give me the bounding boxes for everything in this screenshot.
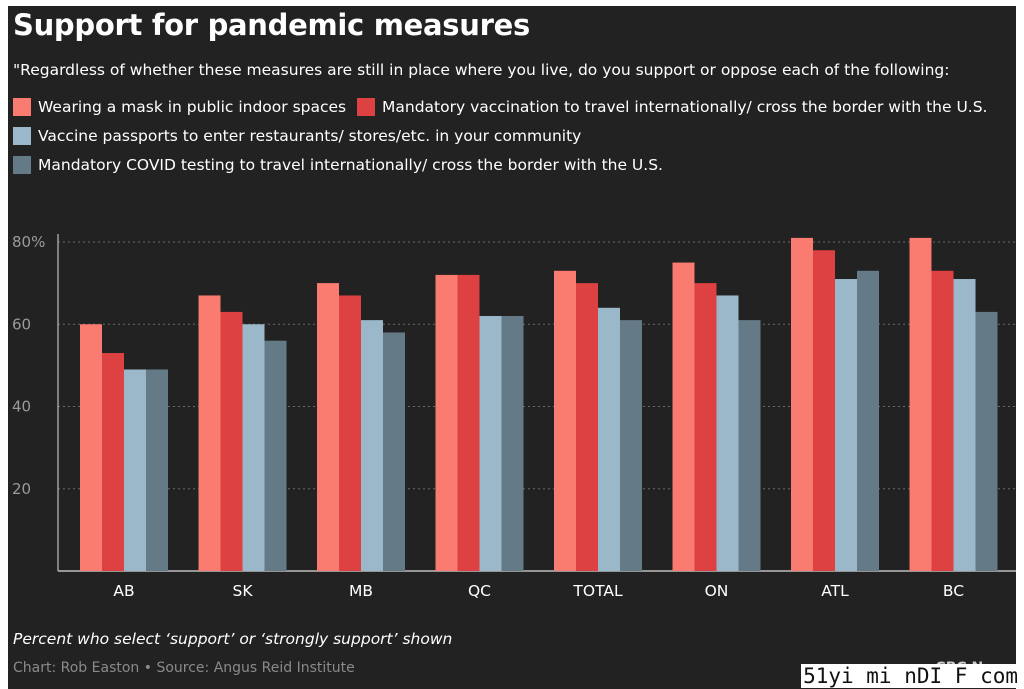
bar-sk-series-1 xyxy=(198,295,221,571)
bar-total-series-3 xyxy=(598,307,620,571)
x-tick-label-bc: BC xyxy=(943,582,964,600)
y-tick-label-20: 20 xyxy=(12,480,31,498)
bar-total-series-1 xyxy=(554,270,576,571)
bar-on-series-2 xyxy=(694,283,717,571)
bar-chart: 20 40 60 80% AB SK MB QC TOTAL ON ATL BC xyxy=(12,233,1016,600)
bar-ab-series-2 xyxy=(102,353,124,571)
y-tick-label-80: 80% xyxy=(12,233,45,251)
bar-ab-series-4 xyxy=(146,369,168,571)
bar-sk-series-4 xyxy=(264,340,287,571)
legend-item-vaccine-passports: Vaccine passports to enter restaurants/ … xyxy=(13,127,581,145)
legend-item-covid-testing: Mandatory COVID testing to travel intern… xyxy=(13,156,663,174)
bar-mb-series-2 xyxy=(339,295,361,571)
bar-total-series-4 xyxy=(620,320,642,571)
bar-total-series-2 xyxy=(576,283,598,571)
x-tick-label-on: ON xyxy=(705,582,729,600)
legend-swatch-covid-testing xyxy=(13,156,31,174)
bar-ab-series-1 xyxy=(80,324,102,571)
legend-label-vaccine-passports: Vaccine passports to enter restaurants/ … xyxy=(38,127,582,145)
bar-qc-series-3 xyxy=(479,316,502,571)
chart-note: Percent who select ‘support’ or ‘strongl… xyxy=(13,630,453,648)
chart-credit: Chart: Rob Easton • Source: Angus Reid I… xyxy=(13,660,355,676)
bar-ab-series-3 xyxy=(124,369,146,571)
chart-title: Support for pandemic measures xyxy=(13,8,530,42)
chart-panel: Support for pandemic measures "Regardles… xyxy=(8,6,1016,689)
watermark: 51yi mi nDI F com xyxy=(801,664,1020,688)
bar-qc-series-4 xyxy=(501,316,524,571)
legend-swatch-mask xyxy=(13,98,31,116)
bar-atl-series-2 xyxy=(813,250,835,571)
legend-label-mask: Wearing a mask in public indoor spaces xyxy=(38,98,347,116)
legend-item-mask: Wearing a mask in public indoor spaces xyxy=(13,98,346,116)
bar-on-series-1 xyxy=(672,262,695,571)
x-tick-label-mb: MB xyxy=(349,582,373,600)
bar-atl-series-3 xyxy=(835,279,857,571)
bar-sk-series-2 xyxy=(220,311,243,571)
x-tick-label-sk: SK xyxy=(232,582,253,600)
chart-subtitle: "Regardless of whether these measures ar… xyxy=(13,61,950,79)
legend-swatch-vaccination xyxy=(357,98,375,116)
x-tick-label-qc: QC xyxy=(468,582,491,600)
x-tick-label-ab: AB xyxy=(113,582,134,600)
legend-swatch-vaccine-passports xyxy=(13,127,31,145)
bar-atl-series-1 xyxy=(791,237,813,571)
bar-bc-series-4 xyxy=(975,311,998,571)
bar-qc-series-2 xyxy=(457,274,480,571)
legend-label-covid-testing: Mandatory COVID testing to travel intern… xyxy=(38,156,663,174)
bar-on-series-3 xyxy=(716,295,739,571)
bar-on-series-4 xyxy=(738,320,761,571)
bar-sk-series-3 xyxy=(242,324,265,571)
legend-item-vaccination: Mandatory vaccination to travel internat… xyxy=(357,98,987,116)
y-tick-label-40: 40 xyxy=(12,398,31,416)
legend-label-vaccination: Mandatory vaccination to travel internat… xyxy=(382,98,988,116)
x-tick-label-atl: ATL xyxy=(821,582,849,600)
bar-qc-series-1 xyxy=(435,274,458,571)
bar-mb-series-4 xyxy=(383,332,405,571)
bar-bc-series-2 xyxy=(931,270,954,571)
bar-mb-series-1 xyxy=(317,283,339,571)
bar-bc-series-3 xyxy=(953,279,976,571)
y-tick-label-60: 60 xyxy=(12,315,31,333)
bar-atl-series-4 xyxy=(857,270,879,571)
x-tick-label-total: TOTAL xyxy=(572,582,623,600)
bar-mb-series-3 xyxy=(361,320,383,571)
bar-bc-series-1 xyxy=(909,237,932,571)
